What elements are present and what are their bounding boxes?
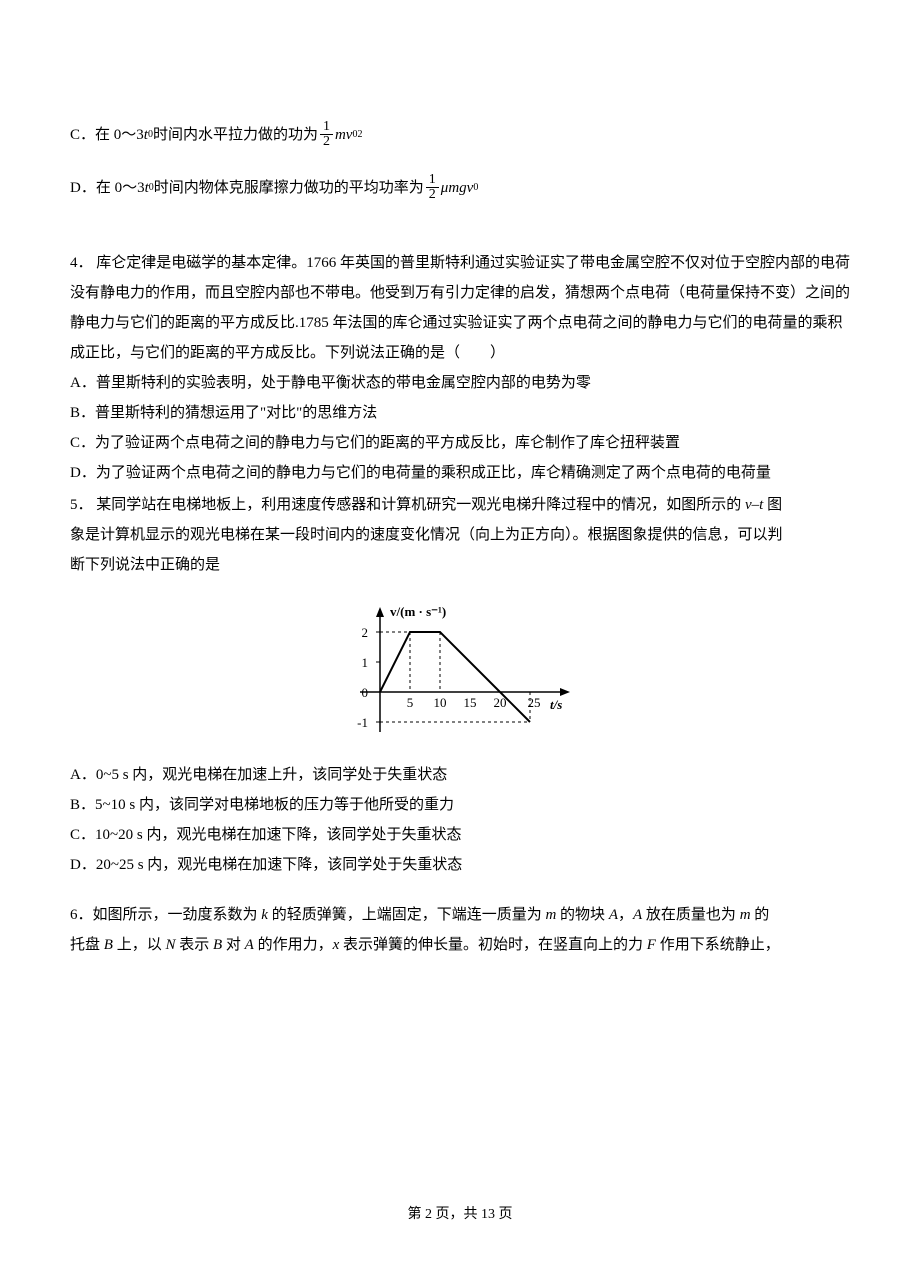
opt-d-prefix: D．在 0～3 [70,176,145,200]
opt-d-sub0: 0 [473,180,478,196]
q6-B1: B [104,937,113,953]
opt-c-mv: mv [335,123,353,147]
q4-opt-d: D．为了验证两个点电荷之间的静电力与它们的电荷量的乘积成正比，库仑精确测定了两个… [70,458,850,488]
question-4: 4． 库仑定律是电磁学的基本定律。1766 年英国的普里斯特利通过实验证实了带电… [70,248,850,488]
q6-A1: A [609,907,618,923]
fraction-half-c: 1 2 [320,120,333,149]
q5-vt: v–t [745,497,763,513]
x-axis-label: t/s [550,697,562,712]
q6-l2b: 上，以 [113,937,166,953]
fraction-half-d: 1 2 [426,173,439,202]
page-footer: 第 2 页，共 13 页 [0,1203,920,1223]
q5-line1: 5． 某同学站在电梯地板上，利用速度传感器和计算机研究一观光电梯升降过程中的情况… [70,490,850,520]
opt-d-mu: μ [441,176,449,200]
frac-den: 2 [426,188,439,202]
q6-line1: 6．如图所示，一劲度系数为 k 的轻质弹簧，上端固定，下端连一质量为 m 的物块… [70,900,850,930]
xtick-15: 15 [464,695,477,710]
question-5-options: A．0~5 s 内，观光电梯在加速上升，该同学处于失重状态 B．5~10 s 内… [70,760,850,880]
q6-l2d: 对 [222,937,245,953]
q4-opt-b: B．普里斯特利的猜想运用了"对比"的思维方法 [70,398,850,428]
q6-l1b: 的轻质弹簧，上端固定，下端连一质量为 [268,907,546,923]
vt-chart: 2 1 0 -1 5 10 15 20 25 v/(m · s⁻¹) t/s [70,592,850,742]
q5-line2: 象是计算机显示的观光电梯在某一段时间内的速度变化情况（向上为正方向）。根据图象提… [70,520,850,550]
q6-m1: m [545,907,556,923]
q5-opt-d: D．20~25 s 内，观光电梯在加速下降，该同学处于失重状态 [70,850,850,880]
q6-l2e: 的作用力， [254,937,333,953]
q6-l1e: 放在质量也为 [642,907,740,923]
q5-l1b: 图 [763,497,782,513]
q5-opt-a: A．0~5 s 内，观光电梯在加速上升，该同学处于失重状态 [70,760,850,790]
footer-pnum: 2 [425,1207,432,1222]
opt-c-sup2: 2 [357,127,362,143]
opt-c-prefix: C．在 0～3 [70,123,144,147]
q6-l1d: ， [618,907,633,923]
footer-b: 页，共 [432,1207,481,1222]
opt-d-mgv: mgv [448,176,473,200]
q6-l1a: 6．如图所示，一劲度系数为 [70,907,261,923]
q5-opt-b: B．5~10 s 内，该同学对电梯地板的压力等于他所受的重力 [70,790,850,820]
xtick-10: 10 [434,695,447,710]
ytick-0: 0 [362,685,369,700]
frac-num: 1 [320,120,333,135]
frac-num: 1 [426,173,439,188]
opt-c-mid: 时间内水平拉力做的功为 [153,123,318,147]
q4-opt-c: C．为了验证两个点电荷之间的静电力与它们的距离的平方成反比，库仑制作了库仑扭秤装… [70,428,850,458]
vt-chart-svg: 2 1 0 -1 5 10 15 20 25 v/(m · s⁻¹) t/s [340,592,580,742]
ytick-1: 1 [362,655,369,670]
y-axis-label: v/(m · s⁻¹) [390,604,446,619]
q5-opt-c: C．10~20 s 内，观光电梯在加速下降，该同学处于失重状态 [70,820,850,850]
ytick-n1: -1 [357,715,368,730]
q6-l2a: 托盘 [70,937,104,953]
footer-ptot: 13 [481,1207,495,1222]
q4-body: 4． 库仑定律是电磁学的基本定律。1766 年英国的普里斯特利通过实验证实了带电… [70,248,850,368]
page-content: C．在 0～3 t 0 时间内水平拉力做的功为 1 2 mv 0 2 D．在 0… [70,120,850,960]
q6-B2: B [213,937,222,953]
footer-a: 第 [408,1207,426,1222]
q6-N: N [165,937,175,953]
q6-l1c: 的物块 [556,907,609,923]
q6-l2g: 作用下系统静止， [656,937,780,953]
ytick-2: 2 [362,625,369,640]
option-c: C．在 0～3 t 0 时间内水平拉力做的功为 1 2 mv 0 2 [70,120,850,149]
option-d: D．在 0～3 t 0 时间内物体克服摩擦力做功的平均功率为 1 2 μ mgv… [70,173,850,202]
q6-F: F [647,937,656,953]
footer-c: 页 [495,1207,513,1222]
xtick-5: 5 [407,695,414,710]
q6-k: k [261,907,268,923]
q6-A2: A [633,907,642,923]
q6-A3: A [245,937,254,953]
opt-d-mid: 时间内物体克服摩擦力做功的平均功率为 [154,176,424,200]
q6-line2: 托盘 B 上，以 N 表示 B 对 A 的作用力，x 表示弹簧的伸长量。初始时，… [70,930,850,960]
q5-line3: 断下列说法中正确的是 [70,550,850,580]
q6-l2f: 表示弹簧的伸长量。初始时，在竖直向上的力 [339,937,647,953]
question-5: 5． 某同学站在电梯地板上，利用速度传感器和计算机研究一观光电梯升降过程中的情况… [70,490,850,580]
q6-l2c: 表示 [175,937,213,953]
xtick-25: 25 [528,695,541,710]
q5-l1a: 5． 某同学站在电梯地板上，利用速度传感器和计算机研究一观光电梯升降过程中的情况… [70,497,745,513]
question-6: 6．如图所示，一劲度系数为 k 的轻质弹簧，上端固定，下端连一质量为 m 的物块… [70,900,850,960]
q4-opt-a: A．普里斯特利的实验表明，处于静电平衡状态的带电金属空腔内部的电势为零 [70,368,850,398]
q6-m2: m [740,907,751,923]
frac-den: 2 [320,135,333,149]
q6-l1f: 的 [751,907,770,923]
